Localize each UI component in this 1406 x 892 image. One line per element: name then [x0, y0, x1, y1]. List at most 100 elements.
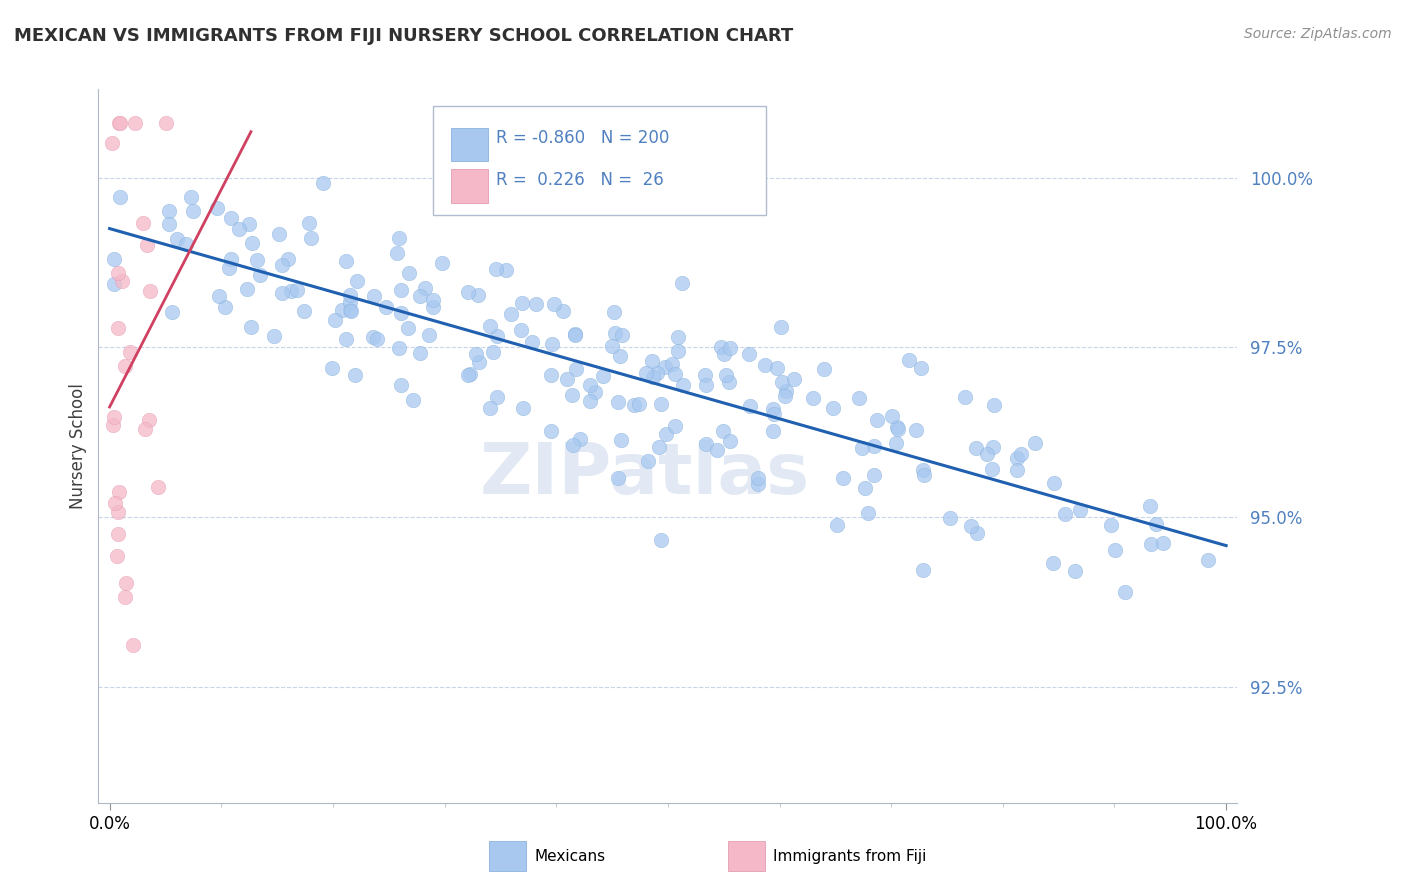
Point	[219, 211, 242, 226]
Point	[343, 368, 366, 383]
Point	[710, 341, 733, 355]
Point	[543, 296, 565, 310]
Point	[606, 470, 628, 484]
Point	[654, 359, 676, 374]
Point	[540, 368, 562, 382]
Point	[228, 221, 250, 235]
Point	[823, 401, 845, 415]
Point	[499, 307, 522, 321]
Point	[103, 417, 125, 432]
Point	[298, 216, 321, 230]
Point	[607, 395, 630, 409]
Point	[464, 346, 486, 360]
Point	[107, 527, 129, 541]
Point	[107, 484, 129, 499]
Point	[858, 506, 880, 520]
Point	[540, 337, 562, 351]
Point	[114, 359, 136, 373]
Point	[361, 330, 384, 344]
Point	[905, 423, 928, 437]
Point	[1010, 447, 1032, 461]
Point	[208, 289, 231, 303]
Point	[623, 398, 645, 412]
Point	[458, 367, 481, 381]
Point	[482, 344, 505, 359]
Point	[1099, 517, 1122, 532]
Point	[325, 312, 347, 326]
Point	[564, 327, 586, 342]
Point	[762, 424, 785, 438]
Point	[485, 329, 508, 343]
Point	[672, 378, 695, 392]
Text: R =  0.226   N =  26: R = 0.226 N = 26	[496, 171, 664, 189]
Point	[561, 438, 583, 452]
Point	[713, 347, 735, 361]
Point	[832, 471, 855, 485]
Point	[249, 268, 271, 282]
Point	[422, 293, 444, 307]
Point	[561, 388, 583, 402]
Point	[389, 377, 412, 392]
Point	[1197, 553, 1219, 567]
Point	[101, 136, 124, 151]
Point	[299, 231, 322, 245]
Point	[107, 321, 129, 335]
Point	[340, 304, 363, 318]
Point	[769, 319, 792, 334]
Point	[346, 274, 368, 288]
Point	[827, 518, 849, 533]
Point	[1104, 542, 1126, 557]
Point	[267, 227, 290, 242]
Point	[221, 252, 243, 266]
Point	[409, 346, 432, 360]
Point	[912, 462, 935, 476]
Point	[765, 361, 787, 376]
Point	[650, 533, 672, 547]
Point	[160, 305, 183, 319]
Point	[157, 203, 180, 218]
Point	[271, 259, 294, 273]
Point	[1144, 516, 1167, 531]
Point	[592, 369, 614, 384]
Point	[773, 389, 796, 403]
Point	[522, 334, 544, 349]
Point	[277, 252, 299, 266]
Point	[105, 549, 128, 564]
Point	[706, 442, 728, 457]
Point	[655, 426, 678, 441]
Y-axis label: Nursery School: Nursery School	[69, 383, 87, 509]
Point	[983, 398, 1005, 412]
Point	[783, 372, 806, 386]
Point	[1005, 451, 1028, 466]
Point	[718, 434, 741, 448]
Point	[457, 285, 479, 300]
Point	[863, 439, 886, 453]
Point	[636, 366, 658, 380]
Point	[245, 252, 267, 267]
Point	[1064, 565, 1087, 579]
Point	[157, 218, 180, 232]
Point	[647, 441, 669, 455]
Point	[612, 328, 634, 343]
Point	[389, 283, 412, 297]
Point	[205, 201, 228, 215]
Point	[422, 300, 444, 314]
Point	[862, 468, 884, 483]
Point	[339, 294, 361, 309]
Point	[695, 437, 717, 451]
Point	[1069, 502, 1091, 516]
Point	[484, 261, 506, 276]
Point	[853, 481, 876, 495]
Point	[983, 440, 1005, 454]
Text: ZIPatlas: ZIPatlas	[479, 440, 810, 509]
Text: R = -0.860   N = 200: R = -0.860 N = 200	[496, 129, 669, 147]
Point	[666, 344, 689, 359]
Point	[609, 349, 631, 363]
Point	[564, 362, 586, 376]
Point	[981, 462, 1004, 476]
Point	[848, 391, 870, 405]
Point	[166, 232, 188, 246]
Point	[695, 368, 717, 382]
Point	[485, 390, 508, 404]
Point	[643, 369, 665, 384]
